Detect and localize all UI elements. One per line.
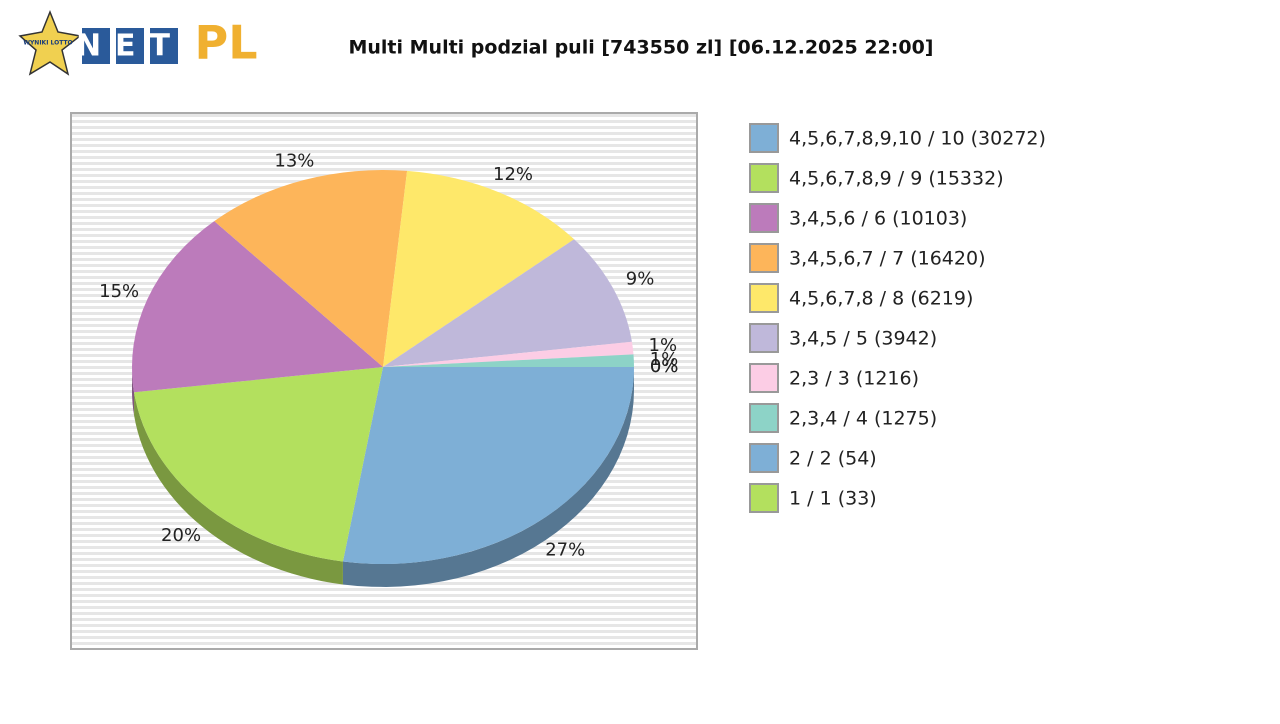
- logo-badge: WYNIKI LOTTO: [23, 40, 72, 47]
- data-label: 13%: [274, 150, 314, 171]
- data-label: 1%: [650, 349, 679, 370]
- pie-side: [132, 367, 135, 416]
- legend-label: 2,3,4 / 4 (1275): [789, 408, 937, 430]
- legend-label: 1 / 1 (33): [789, 488, 877, 510]
- legend-swatch: [749, 323, 779, 353]
- legend-swatch: [749, 283, 779, 313]
- logo-pl: PL: [194, 16, 257, 70]
- legend-swatch: [749, 483, 779, 513]
- legend-label: 4,5,6,7,8 / 8 (6219): [789, 288, 973, 310]
- logo[interactable]: WYNIKI LOTTO NET PL: [18, 9, 258, 76]
- data-label: 0%: [650, 356, 679, 377]
- legend-swatch: [749, 403, 779, 433]
- legend-label: 2,3 / 3 (1216): [789, 368, 919, 390]
- legend-label: 2 / 2 (54): [789, 448, 877, 470]
- legend: 4,5,6,7,8,9,10 / 10 (30272) 4,5,6,7,8,9 /…: [749, 123, 1046, 513]
- legend-label: 4,5,6,7,8,9,10 / 10 (30272): [789, 128, 1046, 150]
- pie-slice: [134, 367, 383, 562]
- data-label: 12%: [493, 164, 533, 185]
- legend-swatch: [749, 123, 779, 153]
- legend-swatch: [749, 443, 779, 473]
- pie-slice: [214, 170, 408, 367]
- legend-swatch: [749, 243, 779, 273]
- legend-swatch: [749, 163, 779, 193]
- logo-star: [18, 9, 82, 76]
- data-label: 20%: [161, 525, 201, 546]
- data-label: 27%: [545, 539, 585, 560]
- pie-slice: [383, 170, 575, 367]
- pie: 27%20%15%13%12%9%1%1%0%0%: [99, 150, 678, 587]
- pie-slice: [383, 341, 634, 367]
- data-label: 9%: [626, 268, 655, 289]
- legend-swatch: [749, 363, 779, 393]
- legend-label: 3,4,5,6,7 / 7 (16420): [789, 248, 985, 270]
- legend-label: 4,5,6,7,8,9 / 9 (15332): [789, 168, 1004, 190]
- logo-box: [82, 28, 110, 64]
- logo-net: NET: [76, 29, 184, 64]
- data-label: 15%: [99, 281, 139, 302]
- legend-label: 3,4,5 / 5 (3942): [789, 328, 937, 350]
- legend-label: 3,4,5,6 / 6 (10103): [789, 208, 967, 230]
- pie-slice: [342, 367, 634, 564]
- pie-slice: [132, 221, 383, 393]
- chart-title: Multi Multi podzial puli [743550 zl] [06…: [348, 37, 933, 59]
- legend-swatch: [749, 203, 779, 233]
- logo-box: [150, 28, 178, 64]
- logo-box: [116, 28, 144, 64]
- pie-side: [342, 367, 634, 587]
- pie-slice: [383, 354, 634, 367]
- data-label: 0%: [650, 356, 679, 377]
- pie-slice: [383, 239, 632, 367]
- pie-side: [134, 392, 343, 585]
- data-label: 1%: [649, 335, 678, 356]
